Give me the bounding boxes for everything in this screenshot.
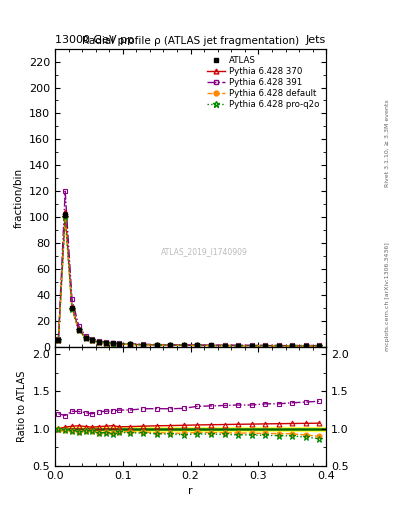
Title: Radial profile ρ (ATLAS jet fragmentation): Radial profile ρ (ATLAS jet fragmentatio… bbox=[82, 36, 299, 47]
Bar bbox=[55, 427, 326, 431]
Text: Rivet 3.1.10, ≥ 3.3M events: Rivet 3.1.10, ≥ 3.3M events bbox=[385, 99, 389, 187]
Legend: ATLAS, Pythia 6.428 370, Pythia 6.428 391, Pythia 6.428 default, Pythia 6.428 pr: ATLAS, Pythia 6.428 370, Pythia 6.428 39… bbox=[204, 53, 322, 112]
Y-axis label: Ratio to ATLAS: Ratio to ATLAS bbox=[17, 371, 27, 442]
X-axis label: r: r bbox=[188, 486, 193, 496]
Text: 13000 GeV pp: 13000 GeV pp bbox=[55, 35, 134, 45]
Text: mcplots.cern.ch [arXiv:1306.3436]: mcplots.cern.ch [arXiv:1306.3436] bbox=[385, 243, 389, 351]
Text: Jets: Jets bbox=[306, 35, 326, 45]
Text: ATLAS_2019_I1740909: ATLAS_2019_I1740909 bbox=[161, 247, 248, 256]
Y-axis label: fraction/bin: fraction/bin bbox=[13, 167, 23, 228]
